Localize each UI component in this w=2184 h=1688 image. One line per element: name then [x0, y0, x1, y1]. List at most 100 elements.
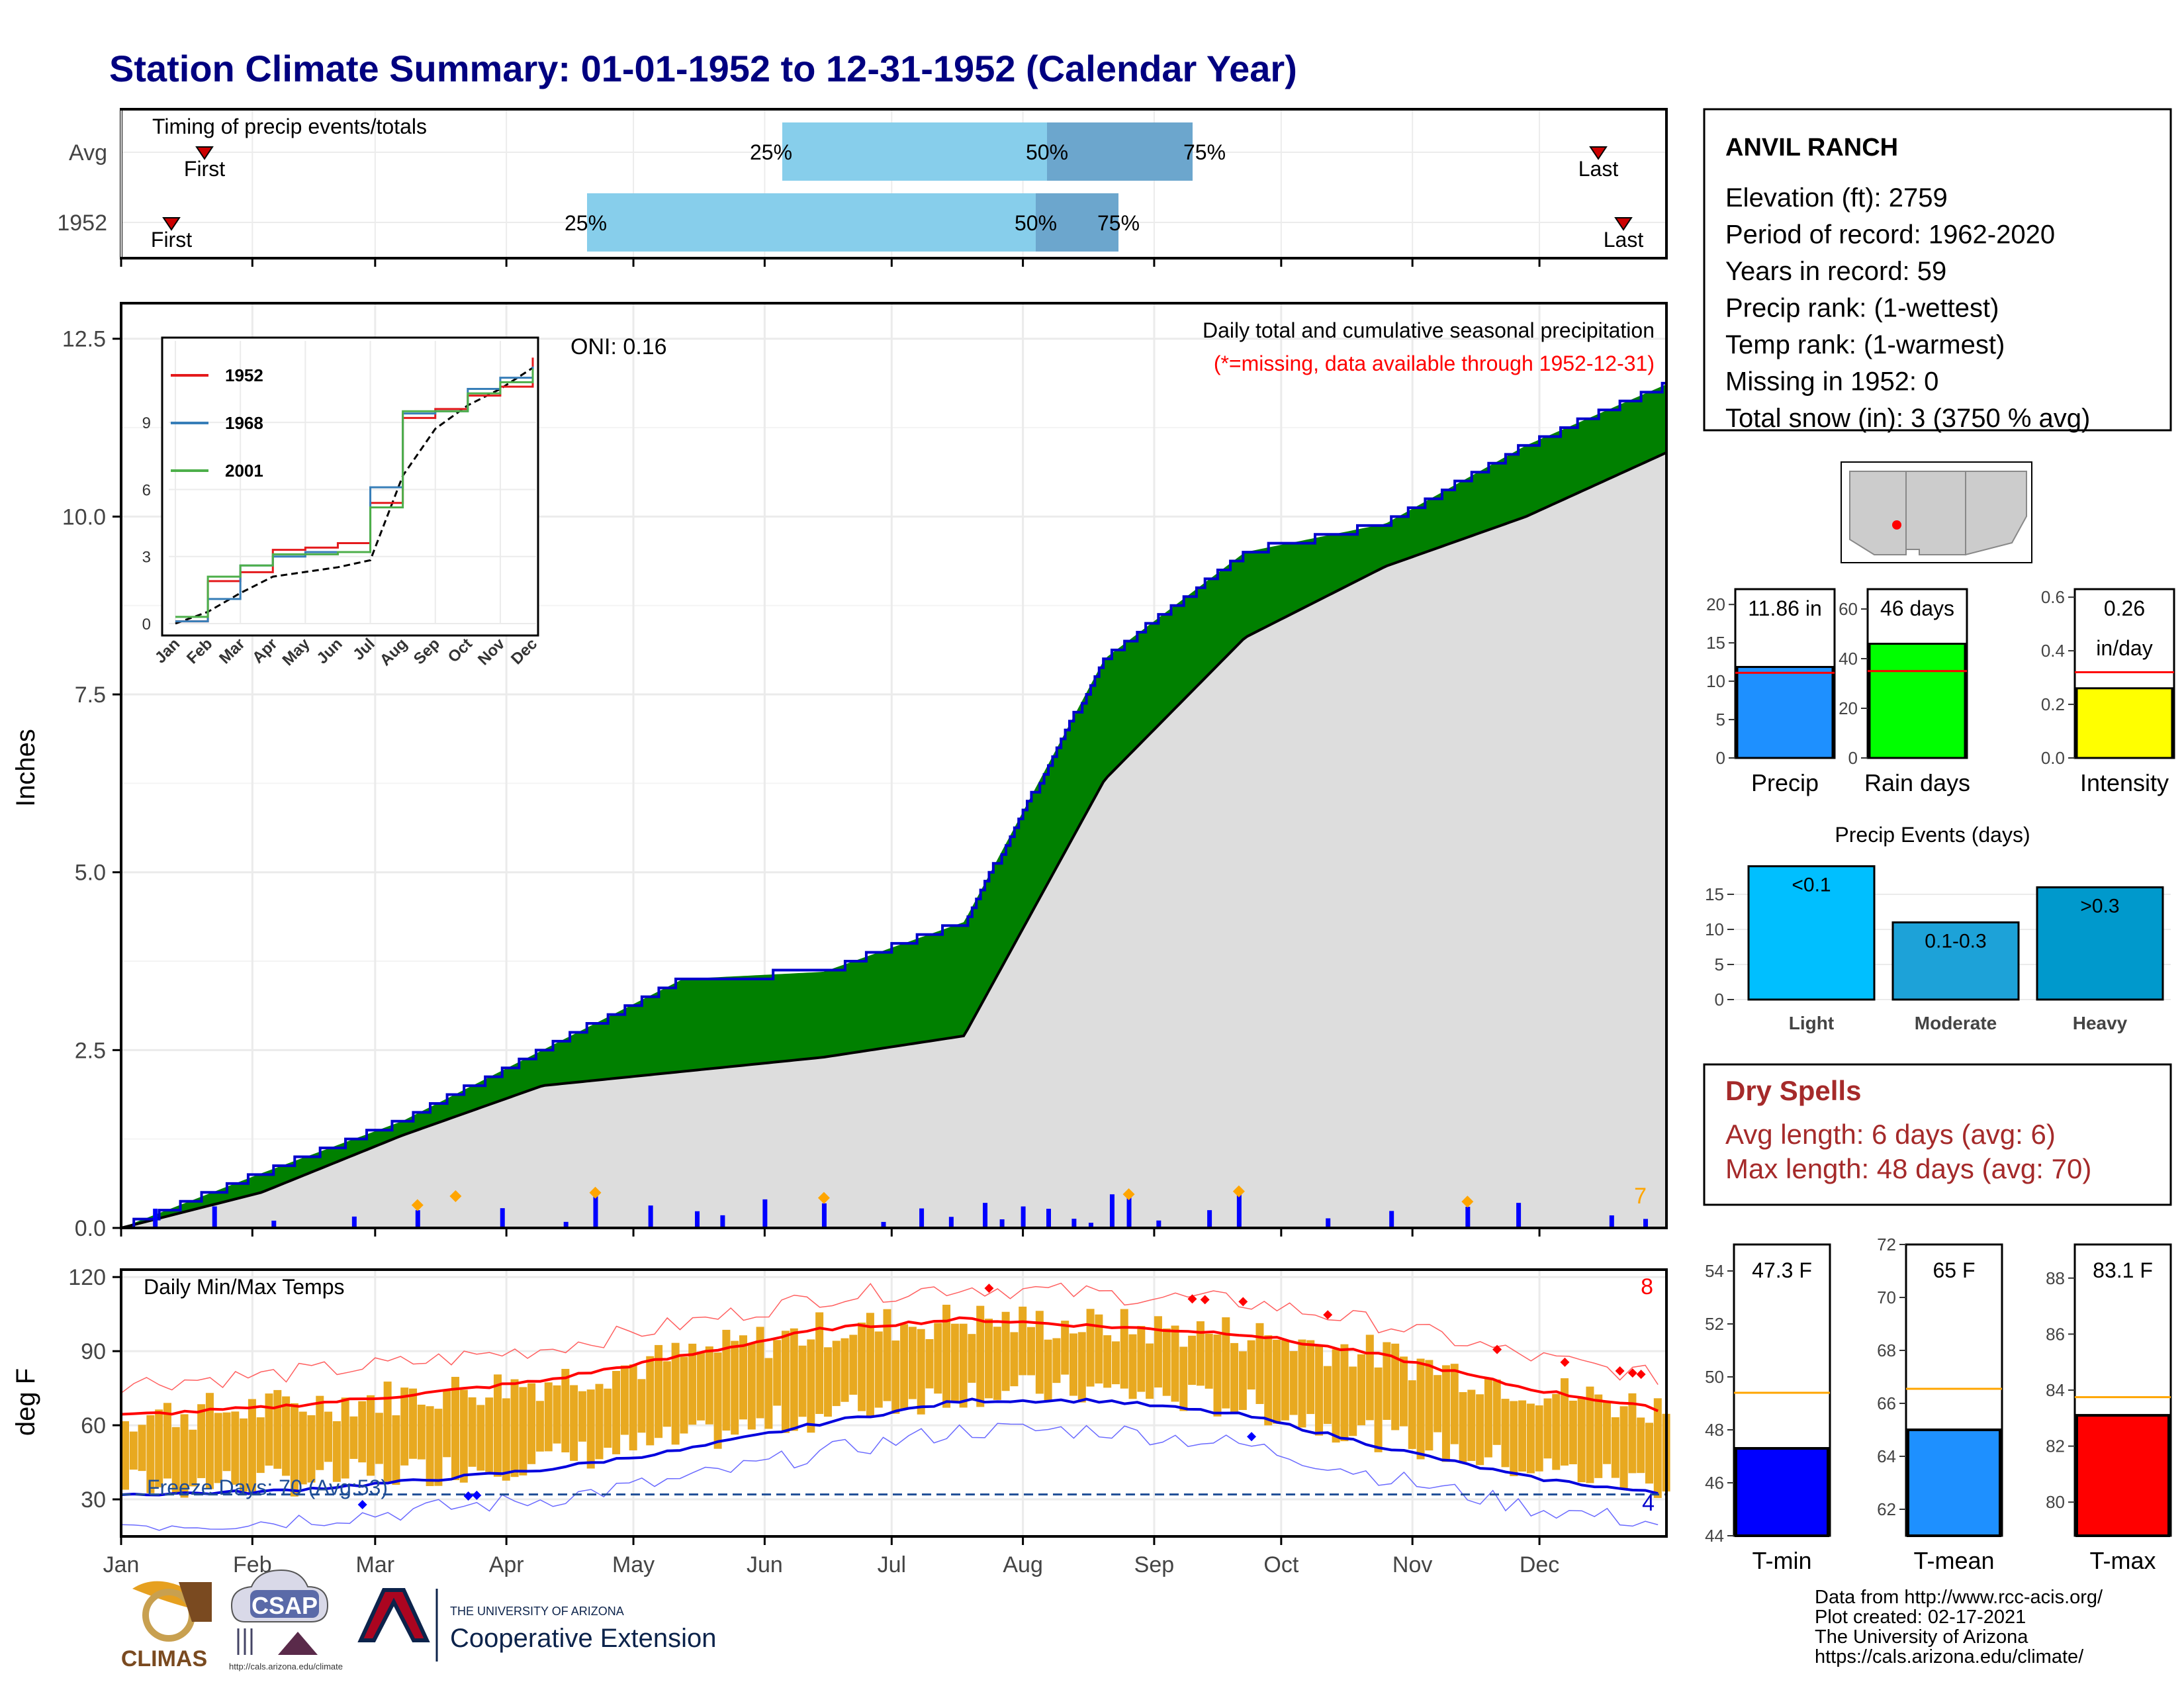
precip-y-axis: 0.0 2.5 5.0 7.5 10.0 12.5 — [62, 327, 1541, 1241]
month-tick-label: Apr — [489, 1552, 524, 1577]
normal-cumulative-area — [121, 452, 1666, 1229]
heavy-event-marker — [449, 1190, 462, 1203]
daily-precip-bar — [212, 1206, 217, 1228]
daily-temp-bar — [1552, 1393, 1561, 1470]
daily-precip-bar — [1126, 1193, 1132, 1228]
record-high-marker — [1627, 1368, 1637, 1378]
daily-temp-bar — [1298, 1339, 1306, 1428]
daily-temp-bar — [1077, 1332, 1086, 1403]
inset-legend-label: 2001 — [225, 461, 263, 481]
daily-precip-bar — [1207, 1210, 1212, 1228]
daily-precip-bar — [153, 1208, 158, 1228]
daily-temp-bar — [807, 1339, 815, 1433]
ua-line-1: THE UNIVERSITY OF ARIZONA — [450, 1605, 624, 1618]
precip-stat-bars: 11.86 in Precip 0 5 10 15 20 46 days Rain days 0 2… — [1706, 587, 2175, 796]
avg-last-label: Last — [1578, 157, 1619, 181]
stat-value-label: 0.26 — [2104, 596, 2145, 620]
daily-temp-bar — [1603, 1401, 1612, 1464]
ua-logo: THE UNIVERSITY OF ARIZONA Cooperative Ex… — [357, 1588, 716, 1662]
station-info-line: Total snow (in): 3 (3750 % avg) — [1725, 404, 2090, 433]
daily-temp-bar — [282, 1396, 291, 1476]
record-high-line — [120, 1282, 1659, 1394]
station-info: ANVIL RANCH Elevation (ft): 2759 Period o… — [1703, 108, 2172, 433]
ua-line-2: Cooperative Extension — [450, 1624, 716, 1653]
daily-temp-bar — [222, 1412, 231, 1472]
daily-temp-bar — [620, 1365, 629, 1435]
daily-temp-bar — [417, 1404, 426, 1460]
daily-precip-bar — [1071, 1219, 1077, 1228]
daily-temp-bar — [129, 1431, 138, 1470]
missing-note: (*=missing, data available through 1952-… — [1214, 352, 1655, 375]
stat-y-tick-label: 0.0 — [2041, 748, 2065, 768]
month-tick-label: May — [612, 1552, 655, 1577]
daily-precip-bar — [500, 1208, 505, 1228]
daily-temp-bar — [950, 1323, 959, 1403]
above-normal-area — [121, 384, 1666, 1229]
daily-precip-bar — [1046, 1209, 1051, 1228]
daily-temp-bar — [1637, 1417, 1645, 1474]
temp-lines — [120, 1282, 1666, 1531]
daily-temp-bar — [747, 1343, 756, 1430]
daily-precip-bar — [593, 1196, 598, 1228]
daily-temp-bar — [790, 1328, 798, 1431]
climas-wordmark: CLIMAS — [121, 1646, 207, 1671]
credit-line-1: Data from http://www.rcc-acis.org/ — [1815, 1587, 2103, 1608]
temp-stat-y-tick-label: 68 — [1877, 1340, 1896, 1360]
stat-y-tick-label: 20 — [1839, 698, 1858, 718]
temp-stat-y-tick-label: 80 — [2046, 1492, 2065, 1512]
month-tick-label: Sep — [1134, 1552, 1175, 1577]
daily-temp-bar — [519, 1387, 527, 1476]
locator-map — [1841, 461, 2032, 563]
daily-temp-bar — [1441, 1365, 1450, 1462]
daily-temp-bar — [823, 1347, 832, 1417]
daily-temp-bar — [544, 1382, 553, 1452]
daily-precip-bar — [720, 1215, 725, 1228]
csap-wordmark: CSAP — [251, 1592, 318, 1619]
daily-temp-bar — [1383, 1342, 1391, 1420]
daily-precip-bar — [1465, 1207, 1471, 1228]
daily-precip-bar — [1021, 1206, 1026, 1228]
daily-temp-bar — [1611, 1417, 1619, 1478]
daily-temp-bar — [171, 1427, 180, 1493]
temp-stat-y-tick-label: 54 — [1705, 1261, 1724, 1281]
event-category-label: Heavy — [2073, 1013, 2128, 1033]
event-bar-label: 0.1-0.3 — [1925, 930, 1986, 952]
daily-temp-bar — [1374, 1367, 1383, 1452]
daily-temp-bar — [680, 1356, 688, 1434]
daily-temp-bar — [655, 1344, 663, 1438]
daily-temp-bars — [121, 1305, 1670, 1498]
daily-temp-bar — [1501, 1399, 1510, 1468]
daily-precip-bar — [1109, 1194, 1115, 1228]
temp-stat-name-label: T-min — [1752, 1547, 1812, 1574]
year-first-label: First — [151, 228, 192, 252]
daily-temp-bar — [1247, 1340, 1255, 1390]
year-row-label: 1952 — [57, 211, 107, 236]
daily-temp-bar — [1273, 1339, 1281, 1424]
daily-temp-bar — [662, 1361, 671, 1427]
temp-stat-bar — [2075, 1414, 2170, 1537]
neighbor-shape — [1965, 471, 2027, 556]
daily-temp-bar — [256, 1417, 265, 1474]
temp-y-axis: 30 60 90 120 — [68, 1265, 121, 1513]
station-info-line: Precip rank: (1-wettest) — [1725, 294, 1999, 323]
temp-stat-bars: 47.3 F T-min 44 46 48 50 52 54 65 F T-mean 62 64 66 6… — [1705, 1235, 2172, 1574]
timing-title: Timing of precip events/totals — [152, 115, 427, 138]
daily-temp-bar — [841, 1338, 849, 1402]
daily-temp-bar — [248, 1399, 256, 1495]
daily-temp-bar — [1323, 1366, 1332, 1425]
temp-stat-value-label: 65 F — [1933, 1258, 1975, 1282]
stat-name-label: Rain days — [1864, 769, 1970, 796]
stat-y-tick-label: 0 — [1848, 748, 1858, 768]
daily-temp-bar — [197, 1404, 206, 1478]
daily-temp-bar — [1569, 1400, 1577, 1464]
daily-temp-bar — [485, 1397, 494, 1472]
daily-precip-bar — [351, 1216, 357, 1228]
temp-y-label: deg F — [11, 1368, 40, 1436]
daily-temp-bar — [993, 1327, 1001, 1400]
daily-temp-bar — [697, 1351, 705, 1421]
daily-temp-bar — [290, 1403, 298, 1497]
daily-temp-bar — [1205, 1333, 1213, 1389]
daily-temp-bar — [1526, 1403, 1535, 1474]
credit-line-2: Plot created: 02-17-2021 — [1815, 1607, 2026, 1628]
daily-temp-bar — [1628, 1393, 1637, 1474]
